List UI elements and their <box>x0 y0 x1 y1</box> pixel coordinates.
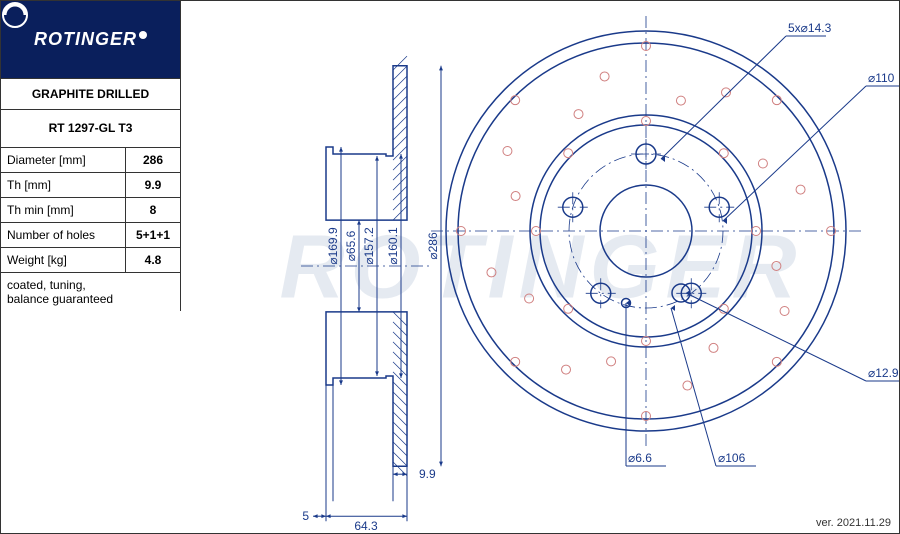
svg-text:⌀110: ⌀110 <box>868 71 895 85</box>
logo-text: ROTINGER® <box>34 29 147 50</box>
product-code: RT 1297-GL T3 <box>1 109 181 147</box>
spec-label: Th [mm] <box>1 172 126 197</box>
svg-text:9.9: 9.9 <box>419 467 436 481</box>
svg-text:⌀157.2: ⌀157.2 <box>362 227 376 265</box>
spec-table: GRAPHITE DRILLED RT 1297-GL T3 Diameter … <box>1 79 181 311</box>
svg-text:⌀12.9: ⌀12.9 <box>868 366 899 380</box>
svg-text:5x⌀14.3: 5x⌀14.3 <box>788 21 832 35</box>
spec-value: 4.8 <box>126 247 181 272</box>
svg-text:64.3: 64.3 <box>354 519 378 533</box>
spec-value: 286 <box>126 147 181 172</box>
spec-label: Weight [kg] <box>1 247 126 272</box>
svg-text:⌀169.9: ⌀169.9 <box>326 227 340 265</box>
technical-drawing: ⌀169.9 ⌀65.6 ⌀157.2 ⌀160.1 ⌀286 9.9 5 64.3 5x⌀14… <box>181 1 900 534</box>
spec-value: 9.9 <box>126 172 181 197</box>
spec-value: 5+1+1 <box>126 222 181 247</box>
product-type: GRAPHITE DRILLED <box>1 79 181 109</box>
svg-text:⌀65.6: ⌀65.6 <box>344 230 358 261</box>
svg-text:⌀286: ⌀286 <box>426 232 440 260</box>
spec-label: Number of holes <box>1 222 126 247</box>
spec-label: Diameter [mm] <box>1 147 126 172</box>
spec-panel: ROTINGER® GRAPHITE DRILLED RT 1297-GL T3… <box>1 1 181 534</box>
spec-value: 8 <box>126 197 181 222</box>
spec-label: Th min [mm] <box>1 197 126 222</box>
spec-note: coated, tuning, balance guaranteed <box>1 272 181 311</box>
drawing-area: ROTINGER ⌀169.9⌀65.6⌀157.2⌀160.1⌀2869.95… <box>181 1 900 534</box>
svg-text:⌀160.1: ⌀160.1 <box>386 227 400 265</box>
logo: ROTINGER® <box>1 1 181 79</box>
svg-text:5: 5 <box>302 509 309 523</box>
svg-text:⌀106: ⌀106 <box>718 451 746 465</box>
svg-text:⌀6.6: ⌀6.6 <box>628 451 652 465</box>
